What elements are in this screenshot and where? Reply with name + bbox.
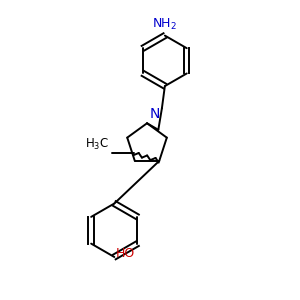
Text: NH$_2$: NH$_2$	[152, 17, 177, 32]
Text: HO: HO	[115, 247, 134, 260]
Text: H$_3$C: H$_3$C	[85, 137, 109, 152]
Text: N: N	[149, 107, 160, 121]
